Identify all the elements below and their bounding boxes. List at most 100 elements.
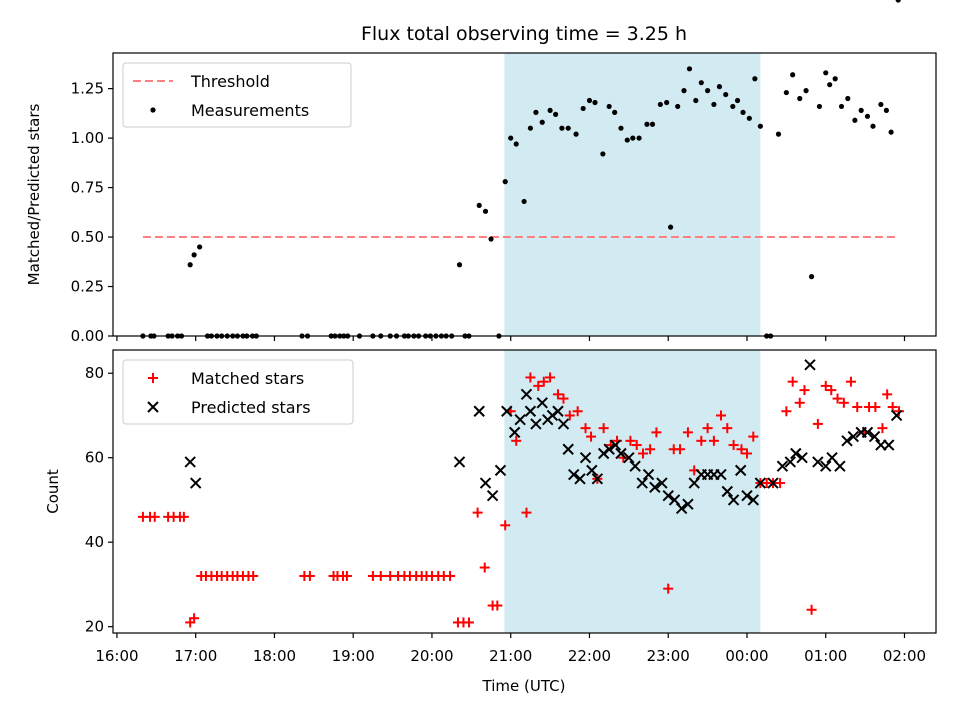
measurement-point xyxy=(783,89,789,96)
measurement-point xyxy=(508,135,514,141)
matched-star-point xyxy=(794,397,805,408)
measurement-point xyxy=(488,236,494,242)
matched-star-point xyxy=(775,478,786,489)
matched-star-point xyxy=(845,376,856,387)
predicted-star-point xyxy=(574,473,586,485)
predicted-star-point xyxy=(530,418,542,430)
predicted-star-point xyxy=(776,460,789,472)
count-axes-frame xyxy=(112,349,937,634)
measurement-point xyxy=(878,101,884,108)
measurement-point xyxy=(187,262,193,268)
predicted-star-point xyxy=(524,405,537,417)
measurement-point xyxy=(775,131,782,137)
matched-star-point xyxy=(781,406,792,417)
predicted-star-point xyxy=(508,426,521,439)
matched-star-point xyxy=(625,435,636,446)
ratio-y-tick-label: 1.25 xyxy=(71,80,104,98)
predicted-star-point xyxy=(727,494,740,506)
matched-star-point xyxy=(564,410,575,421)
predicted-starsseries xyxy=(184,359,903,515)
predicted-star-point xyxy=(494,464,507,477)
measurement-point xyxy=(573,131,579,137)
measurement-point xyxy=(723,91,729,98)
measurement-point xyxy=(852,117,858,123)
measurement-point xyxy=(586,97,593,104)
matched-star-point xyxy=(445,570,456,581)
x-tick-label: 16:00 xyxy=(95,647,138,665)
measurement-point xyxy=(752,76,758,82)
matched-star-point xyxy=(149,511,160,522)
ratio-y-tick-label: 0.00 xyxy=(71,327,104,345)
measurement-point xyxy=(533,109,539,115)
measurement-point xyxy=(832,76,838,82)
predicted-star-point xyxy=(603,443,615,455)
matched-star-point xyxy=(651,427,662,438)
measurement-point xyxy=(895,0,901,3)
count-y-tick-label: 80 xyxy=(85,364,104,382)
predicted-star-point xyxy=(883,439,895,451)
matched-star-point xyxy=(870,402,881,413)
matched-star-point xyxy=(748,431,759,442)
measurement-point xyxy=(803,88,809,94)
measurement-point xyxy=(565,125,571,131)
predicted-star-point xyxy=(642,468,655,481)
legend-measurements-swatch xyxy=(150,107,156,113)
measurement-point xyxy=(746,115,752,121)
predicted-star-point xyxy=(536,397,548,409)
matched-star-point xyxy=(500,520,511,531)
measurement-point xyxy=(864,113,871,119)
measurement-point xyxy=(675,103,681,110)
measurement-point xyxy=(606,103,612,110)
predicted-star-point xyxy=(514,413,526,426)
matched-star-point xyxy=(472,507,483,518)
measurement-point xyxy=(618,125,624,131)
legend-threshold-label: Threshold xyxy=(190,72,270,91)
ratio-y-tick-label: 0.75 xyxy=(71,179,104,197)
matched-star-point xyxy=(598,423,609,434)
measurement-point xyxy=(547,107,553,113)
measurement-point xyxy=(592,99,598,106)
predicted-star-point xyxy=(649,481,661,493)
ratio-legend-box xyxy=(122,62,352,128)
matched-star-point xyxy=(741,448,752,459)
predicted-star-point xyxy=(754,477,767,489)
legend-predicted-swatch xyxy=(147,401,159,413)
predicted-star-point xyxy=(189,477,202,489)
matched-star-point xyxy=(492,600,503,611)
measurement-point xyxy=(630,135,636,141)
predicted-star-point xyxy=(562,443,574,455)
x-tick-label: 01:00 xyxy=(804,647,847,665)
measurement-point xyxy=(513,141,519,147)
predicted-star-point xyxy=(656,477,668,489)
count-shaded-interval xyxy=(504,350,761,633)
measurement-point xyxy=(845,95,851,102)
measurement-point xyxy=(740,109,746,115)
measurement-point xyxy=(716,84,723,90)
matched-star-point xyxy=(463,617,474,628)
matched-star-point xyxy=(631,440,642,451)
matched-star-point xyxy=(521,507,532,518)
predicted-star-point xyxy=(741,490,753,502)
predicted-star-point xyxy=(861,426,874,439)
predicted-star-point xyxy=(623,452,635,464)
x-tick-label: 17:00 xyxy=(174,647,217,665)
legend-matched-swatch xyxy=(148,373,158,383)
measurement-point xyxy=(527,125,534,131)
matched-star-point xyxy=(715,410,726,421)
measurement-point xyxy=(539,119,545,125)
predicted-star-point xyxy=(636,477,648,489)
predicted-star-point xyxy=(552,405,564,417)
matched-star-point xyxy=(882,389,893,400)
predicted-star-point xyxy=(609,439,622,451)
matched-star-point xyxy=(538,376,549,387)
measurement-point xyxy=(686,66,693,72)
x-tick-label: 19:00 xyxy=(332,647,375,665)
matched-star-point xyxy=(663,583,674,594)
matched-star-point xyxy=(682,427,693,438)
measurement-point xyxy=(482,208,489,214)
matched-star-point xyxy=(893,406,904,417)
measurement-point xyxy=(502,179,508,185)
predicted-star-point xyxy=(520,388,533,401)
measurement-point xyxy=(730,103,736,110)
